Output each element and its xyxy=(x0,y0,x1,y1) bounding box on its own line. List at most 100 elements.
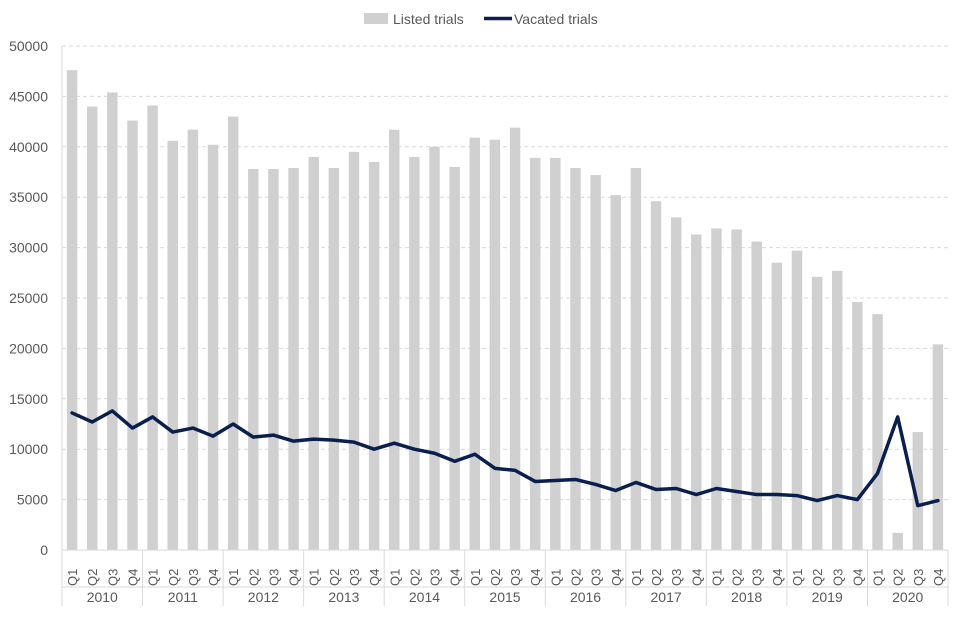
y-tick-label: 25000 xyxy=(9,290,48,306)
y-tick-label: 30000 xyxy=(9,240,48,256)
bar-listed-trials xyxy=(892,532,903,550)
point-vacated-trials xyxy=(90,420,94,424)
point-vacated-trials xyxy=(312,437,316,441)
y-tick-label: 10000 xyxy=(9,441,48,457)
bar-listed-trials xyxy=(207,144,219,550)
x-tick-label-year: 2012 xyxy=(248,589,279,605)
x-tick-label-quarter: Q3 xyxy=(347,569,362,586)
bar-listed-trials xyxy=(811,276,823,550)
bar-listed-trials xyxy=(268,168,279,550)
point-vacated-trials xyxy=(151,415,155,419)
point-vacated-trials xyxy=(916,504,920,508)
x-tick-label-year: 2016 xyxy=(570,589,601,605)
x-tick-label-quarter: Q4 xyxy=(367,569,382,586)
x-tick-label-quarter: Q4 xyxy=(528,569,543,586)
point-vacated-trials xyxy=(594,482,598,486)
bar-listed-trials xyxy=(147,105,158,551)
bar-listed-trials xyxy=(731,229,742,550)
point-vacated-trials xyxy=(513,468,517,472)
point-vacated-trials xyxy=(171,430,175,434)
x-tick-label-quarter: Q4 xyxy=(206,569,221,586)
point-vacated-trials xyxy=(553,478,557,482)
point-vacated-trials xyxy=(251,435,255,439)
x-tick-label-year: 2019 xyxy=(812,589,843,605)
y-tick-label: 5000 xyxy=(17,492,48,508)
bar-listed-trials xyxy=(932,344,944,550)
bar-listed-trials xyxy=(86,106,98,550)
bar-listed-trials xyxy=(429,146,440,551)
x-tick-label-quarter: Q1 xyxy=(146,569,161,586)
bar-listed-trials xyxy=(610,195,621,550)
x-tick-label-quarter: Q3 xyxy=(266,569,281,586)
x-tick-label-quarter: Q3 xyxy=(750,569,765,586)
bar-listed-trials xyxy=(308,156,319,550)
bar-listed-trials xyxy=(852,302,863,550)
bar-listed-trials xyxy=(66,70,78,550)
x-tick-label-quarter: Q1 xyxy=(307,569,322,586)
x-tick-label-quarter: Q1 xyxy=(226,569,241,586)
bar-listed-trials xyxy=(167,140,178,550)
bar-listed-trials xyxy=(328,167,340,550)
bar-listed-trials xyxy=(691,234,702,550)
bar-listed-trials xyxy=(489,139,501,550)
bar-listed-trials xyxy=(288,167,299,550)
bar-listed-trials xyxy=(449,166,460,550)
x-tick-label-quarter: Q4 xyxy=(609,569,624,586)
bar-listed-trials xyxy=(711,228,722,550)
legend-swatch-listed-trials xyxy=(364,13,388,24)
point-vacated-trials xyxy=(453,459,457,463)
x-tick-label-quarter: Q4 xyxy=(689,569,704,586)
x-tick-label-year: 2014 xyxy=(409,589,440,605)
point-vacated-trials xyxy=(433,451,437,455)
y-tick-label: 0 xyxy=(40,542,48,558)
x-tick-label-quarter: Q1 xyxy=(468,569,483,586)
bar-listed-trials xyxy=(751,241,762,550)
x-tick-label-quarter: Q3 xyxy=(830,569,845,586)
bar-listed-trials xyxy=(590,175,601,551)
point-vacated-trials xyxy=(694,493,698,497)
x-tick-label-quarter: Q1 xyxy=(548,569,563,586)
x-tick-label-year: 2010 xyxy=(87,589,118,605)
point-vacated-trials xyxy=(372,447,376,451)
bar-listed-trials xyxy=(227,116,239,550)
x-tick-label-quarter: Q1 xyxy=(790,569,805,586)
legend: Listed trials Vacated trials xyxy=(364,11,598,27)
bar-listed-trials xyxy=(389,129,400,550)
point-vacated-trials xyxy=(614,489,618,493)
y-tick-label: 50000 xyxy=(9,38,48,54)
point-vacated-trials xyxy=(70,411,74,415)
x-tick-label-quarter: Q1 xyxy=(387,569,402,586)
x-tick-label-quarter: Q2 xyxy=(488,569,503,586)
x-tick-label-quarter: Q4 xyxy=(448,569,463,586)
bar-listed-trials xyxy=(550,157,561,550)
bar-listed-trials xyxy=(832,270,843,550)
point-vacated-trials xyxy=(714,487,718,491)
x-tick-label-quarter: Q4 xyxy=(850,569,865,586)
line-series-vacated-trials xyxy=(70,409,940,508)
x-tick-label-quarter: Q2 xyxy=(327,569,342,586)
x-tick-label-quarter: Q2 xyxy=(85,569,100,586)
point-vacated-trials xyxy=(130,426,134,430)
x-tick-label-year: 2017 xyxy=(651,589,682,605)
x-tick-label-quarter: Q2 xyxy=(166,569,181,586)
point-vacated-trials xyxy=(191,426,195,430)
y-tick-label: 15000 xyxy=(9,391,48,407)
x-tick-label-quarter: Q3 xyxy=(186,569,201,586)
point-vacated-trials xyxy=(211,434,215,438)
point-vacated-trials xyxy=(473,452,477,456)
y-tick-label: 40000 xyxy=(9,139,48,155)
bar-listed-trials xyxy=(872,314,883,550)
x-tick-label-quarter: Q3 xyxy=(911,569,926,586)
y-tick-label: 20000 xyxy=(9,340,48,356)
point-vacated-trials xyxy=(412,447,416,451)
point-vacated-trials xyxy=(634,480,638,484)
y-tick-label: 45000 xyxy=(9,88,48,104)
x-tick-label-quarter: Q2 xyxy=(568,569,583,586)
bar-listed-trials xyxy=(348,151,360,550)
bar-listed-trials xyxy=(529,157,541,550)
x-tick-label-quarter: Q2 xyxy=(649,569,664,586)
bar-listed-trials xyxy=(509,127,521,550)
bar-listed-trials xyxy=(670,217,682,551)
x-tick-label-quarter: Q3 xyxy=(508,569,523,586)
